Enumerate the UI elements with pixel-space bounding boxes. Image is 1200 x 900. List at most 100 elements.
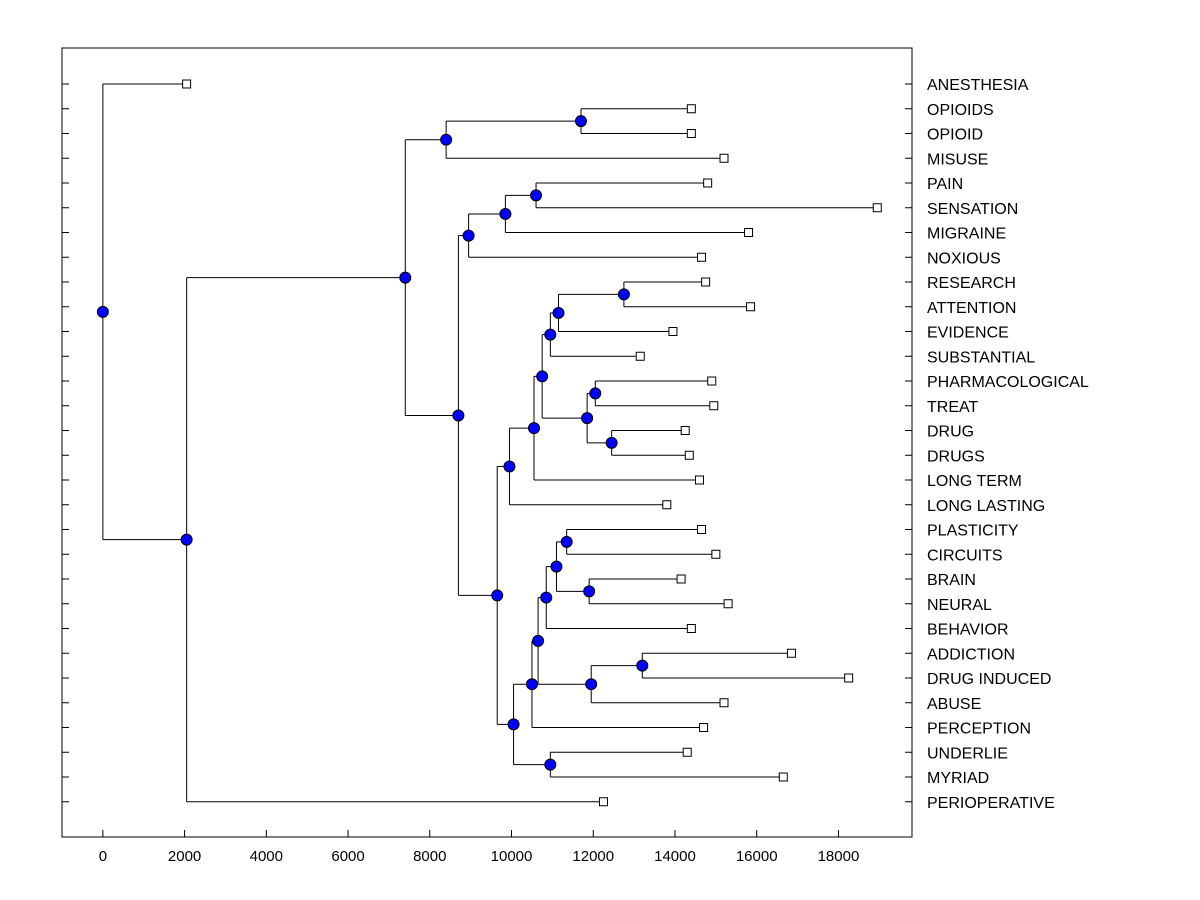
y-ticks bbox=[62, 83, 912, 803]
leaf-marker-drug-induced bbox=[844, 673, 854, 683]
node-marker-n_subst_pt bbox=[536, 370, 549, 383]
node-marker-n_percep bbox=[525, 678, 538, 691]
node-marker-n_ll_um bbox=[491, 589, 504, 602]
leaf-label-myriad: MYRIAD bbox=[927, 770, 989, 787]
leaf-label-long-term: LONG TERM bbox=[927, 473, 1022, 490]
leaf-label-research: RESEARCH bbox=[927, 275, 1016, 292]
leaf-marker-migraine bbox=[744, 228, 754, 237]
leaf-marker-sensation bbox=[872, 203, 882, 213]
node-marker-n_add_di bbox=[636, 659, 649, 672]
leaf-marker-abuse bbox=[719, 698, 729, 708]
node-marker-n_abuse bbox=[585, 678, 598, 691]
leaf-label-plasticity: PLASTICITY bbox=[927, 523, 1019, 540]
node-marker-n_brain_neural bbox=[583, 585, 596, 598]
leaf-marker-opioids bbox=[686, 104, 696, 114]
leaf-marker-drug bbox=[680, 426, 690, 435]
leaf-marker-long-lasting bbox=[662, 500, 672, 510]
dendrogram-links bbox=[102, 83, 878, 803]
leaf-label-drug-induced: DRUG INDUCED bbox=[927, 671, 1051, 688]
leaf-marker-pharmacological bbox=[707, 376, 717, 386]
node-marker-n_mig bbox=[499, 207, 512, 220]
leaf-label-underlie: UNDERLIE bbox=[927, 745, 1008, 762]
leaf-label-misuse: MISUSE bbox=[927, 151, 988, 168]
node-marker-n_behav bbox=[540, 591, 553, 604]
node-marker-n_nox_big bbox=[452, 409, 465, 422]
plot-frame bbox=[61, 47, 913, 838]
leaf-marker-attention bbox=[746, 302, 756, 312]
leaf-markers bbox=[182, 79, 882, 807]
x-tick-label: 12000 bbox=[572, 848, 614, 865]
leaf-marker-brain bbox=[676, 574, 686, 584]
x-tick-label: 18000 bbox=[818, 848, 860, 865]
leaf-label-perioperative: PERIOPERATIVE bbox=[927, 795, 1055, 812]
x-tick-label: 4000 bbox=[250, 848, 283, 865]
node-markers bbox=[96, 115, 649, 771]
leaf-label-noxious: NOXIOUS bbox=[927, 250, 1001, 267]
x-tick-label: 10000 bbox=[491, 848, 533, 865]
leaf-marker-myriad bbox=[778, 772, 788, 782]
leaf-label-treat: TREAT bbox=[927, 399, 978, 416]
leaf-label-opioids: OPIOIDS bbox=[927, 102, 994, 119]
leaf-marker-addiction bbox=[786, 648, 796, 658]
node-marker-n_opi_mis bbox=[440, 133, 453, 146]
node-marker-n_und_myr bbox=[544, 758, 557, 771]
leaf-marker-perception bbox=[699, 723, 709, 732]
x-tick-label: 16000 bbox=[736, 848, 778, 865]
node-marker-n_per_um bbox=[507, 718, 520, 731]
node-marker-n_pt_dd bbox=[581, 412, 594, 425]
leaf-label-long-lasting: LONG LASTING bbox=[927, 498, 1045, 515]
leaf-label-addiction: ADDICTION bbox=[927, 646, 1015, 663]
leaf-label-drug: DRUG bbox=[927, 424, 974, 441]
node-marker-n_opioid bbox=[574, 115, 587, 128]
node-marker-n_periop bbox=[180, 533, 193, 546]
leaf-label-sensation: SENSATION bbox=[927, 201, 1018, 218]
node-marker-n_evid bbox=[552, 306, 565, 319]
node-marker-n_nox bbox=[462, 229, 475, 242]
x-tick-label: 14000 bbox=[654, 848, 696, 865]
leaf-marker-neural bbox=[723, 599, 733, 609]
leaf-label-anesthesia: ANESTHESIA bbox=[927, 77, 1029, 94]
leaf-marker-opioid bbox=[686, 129, 696, 138]
leaf-marker-long-term bbox=[695, 475, 704, 485]
x-tick-label: 8000 bbox=[413, 848, 446, 865]
node-marker-n_pain_sens bbox=[530, 189, 543, 202]
leaf-marker-perioperative bbox=[598, 797, 608, 807]
node-marker-n_beh_ab bbox=[532, 634, 545, 647]
node-marker-n_res_att bbox=[617, 288, 630, 301]
leaf-label-perception: PERCEPTION bbox=[927, 721, 1031, 738]
leaf-label-pharmacological: PHARMACOLOGICAL bbox=[927, 374, 1089, 391]
leaf-marker-behavior bbox=[686, 624, 696, 633]
leaf-marker-anesthesia bbox=[182, 79, 192, 89]
leaf-label-neural: NEURAL bbox=[927, 597, 992, 614]
x-tick-label: 0 bbox=[99, 848, 107, 865]
node-marker-n_longterm bbox=[527, 422, 540, 435]
leaf-label-drugs: DRUGS bbox=[927, 448, 985, 465]
leaf-marker-pain bbox=[703, 178, 713, 188]
leaf-label-pain: PAIN bbox=[927, 176, 963, 193]
leaf-marker-drugs bbox=[684, 450, 694, 460]
node-marker-n_longlast bbox=[503, 460, 516, 473]
leaf-label-abuse: ABUSE bbox=[927, 696, 981, 713]
node-marker-n_mis_big bbox=[399, 271, 412, 284]
node-marker-n_pharm_treat bbox=[589, 387, 602, 400]
leaf-marker-plasticity bbox=[697, 525, 707, 534]
node-marker-n_subst bbox=[544, 328, 557, 341]
leaf-label-substantial: SUBSTANTIAL bbox=[927, 349, 1035, 366]
leaf-label-behavior: BEHAVIOR bbox=[927, 622, 1009, 639]
leaf-label-brain: BRAIN bbox=[927, 572, 976, 589]
leaf-label-migraine: MIGRAINE bbox=[927, 226, 1006, 243]
leaf-marker-misuse bbox=[719, 153, 729, 163]
node-marker-n_root bbox=[96, 305, 109, 318]
leaf-label-opioid: OPIOID bbox=[927, 127, 983, 144]
node-marker-n_pc_bn bbox=[550, 560, 563, 573]
x-axis: 0 2000 4000 6000 8000 10000 12000 14000 16000 180… bbox=[99, 830, 860, 865]
leaf-marker-substantial bbox=[635, 351, 645, 361]
node-marker-n_plas_circ bbox=[560, 535, 573, 548]
leaf-marker-noxious bbox=[697, 252, 707, 262]
leaf-marker-circuits bbox=[711, 549, 721, 559]
leaf-marker-evidence bbox=[668, 327, 678, 336]
leaf-label-evidence: EVIDENCE bbox=[927, 325, 1009, 342]
leaf-labels: ANESTHESIA OPIOIDS OPIOID MISUSE PAIN SENSATI… bbox=[927, 77, 1089, 812]
leaf-label-circuits: CIRCUITS bbox=[927, 547, 1003, 564]
